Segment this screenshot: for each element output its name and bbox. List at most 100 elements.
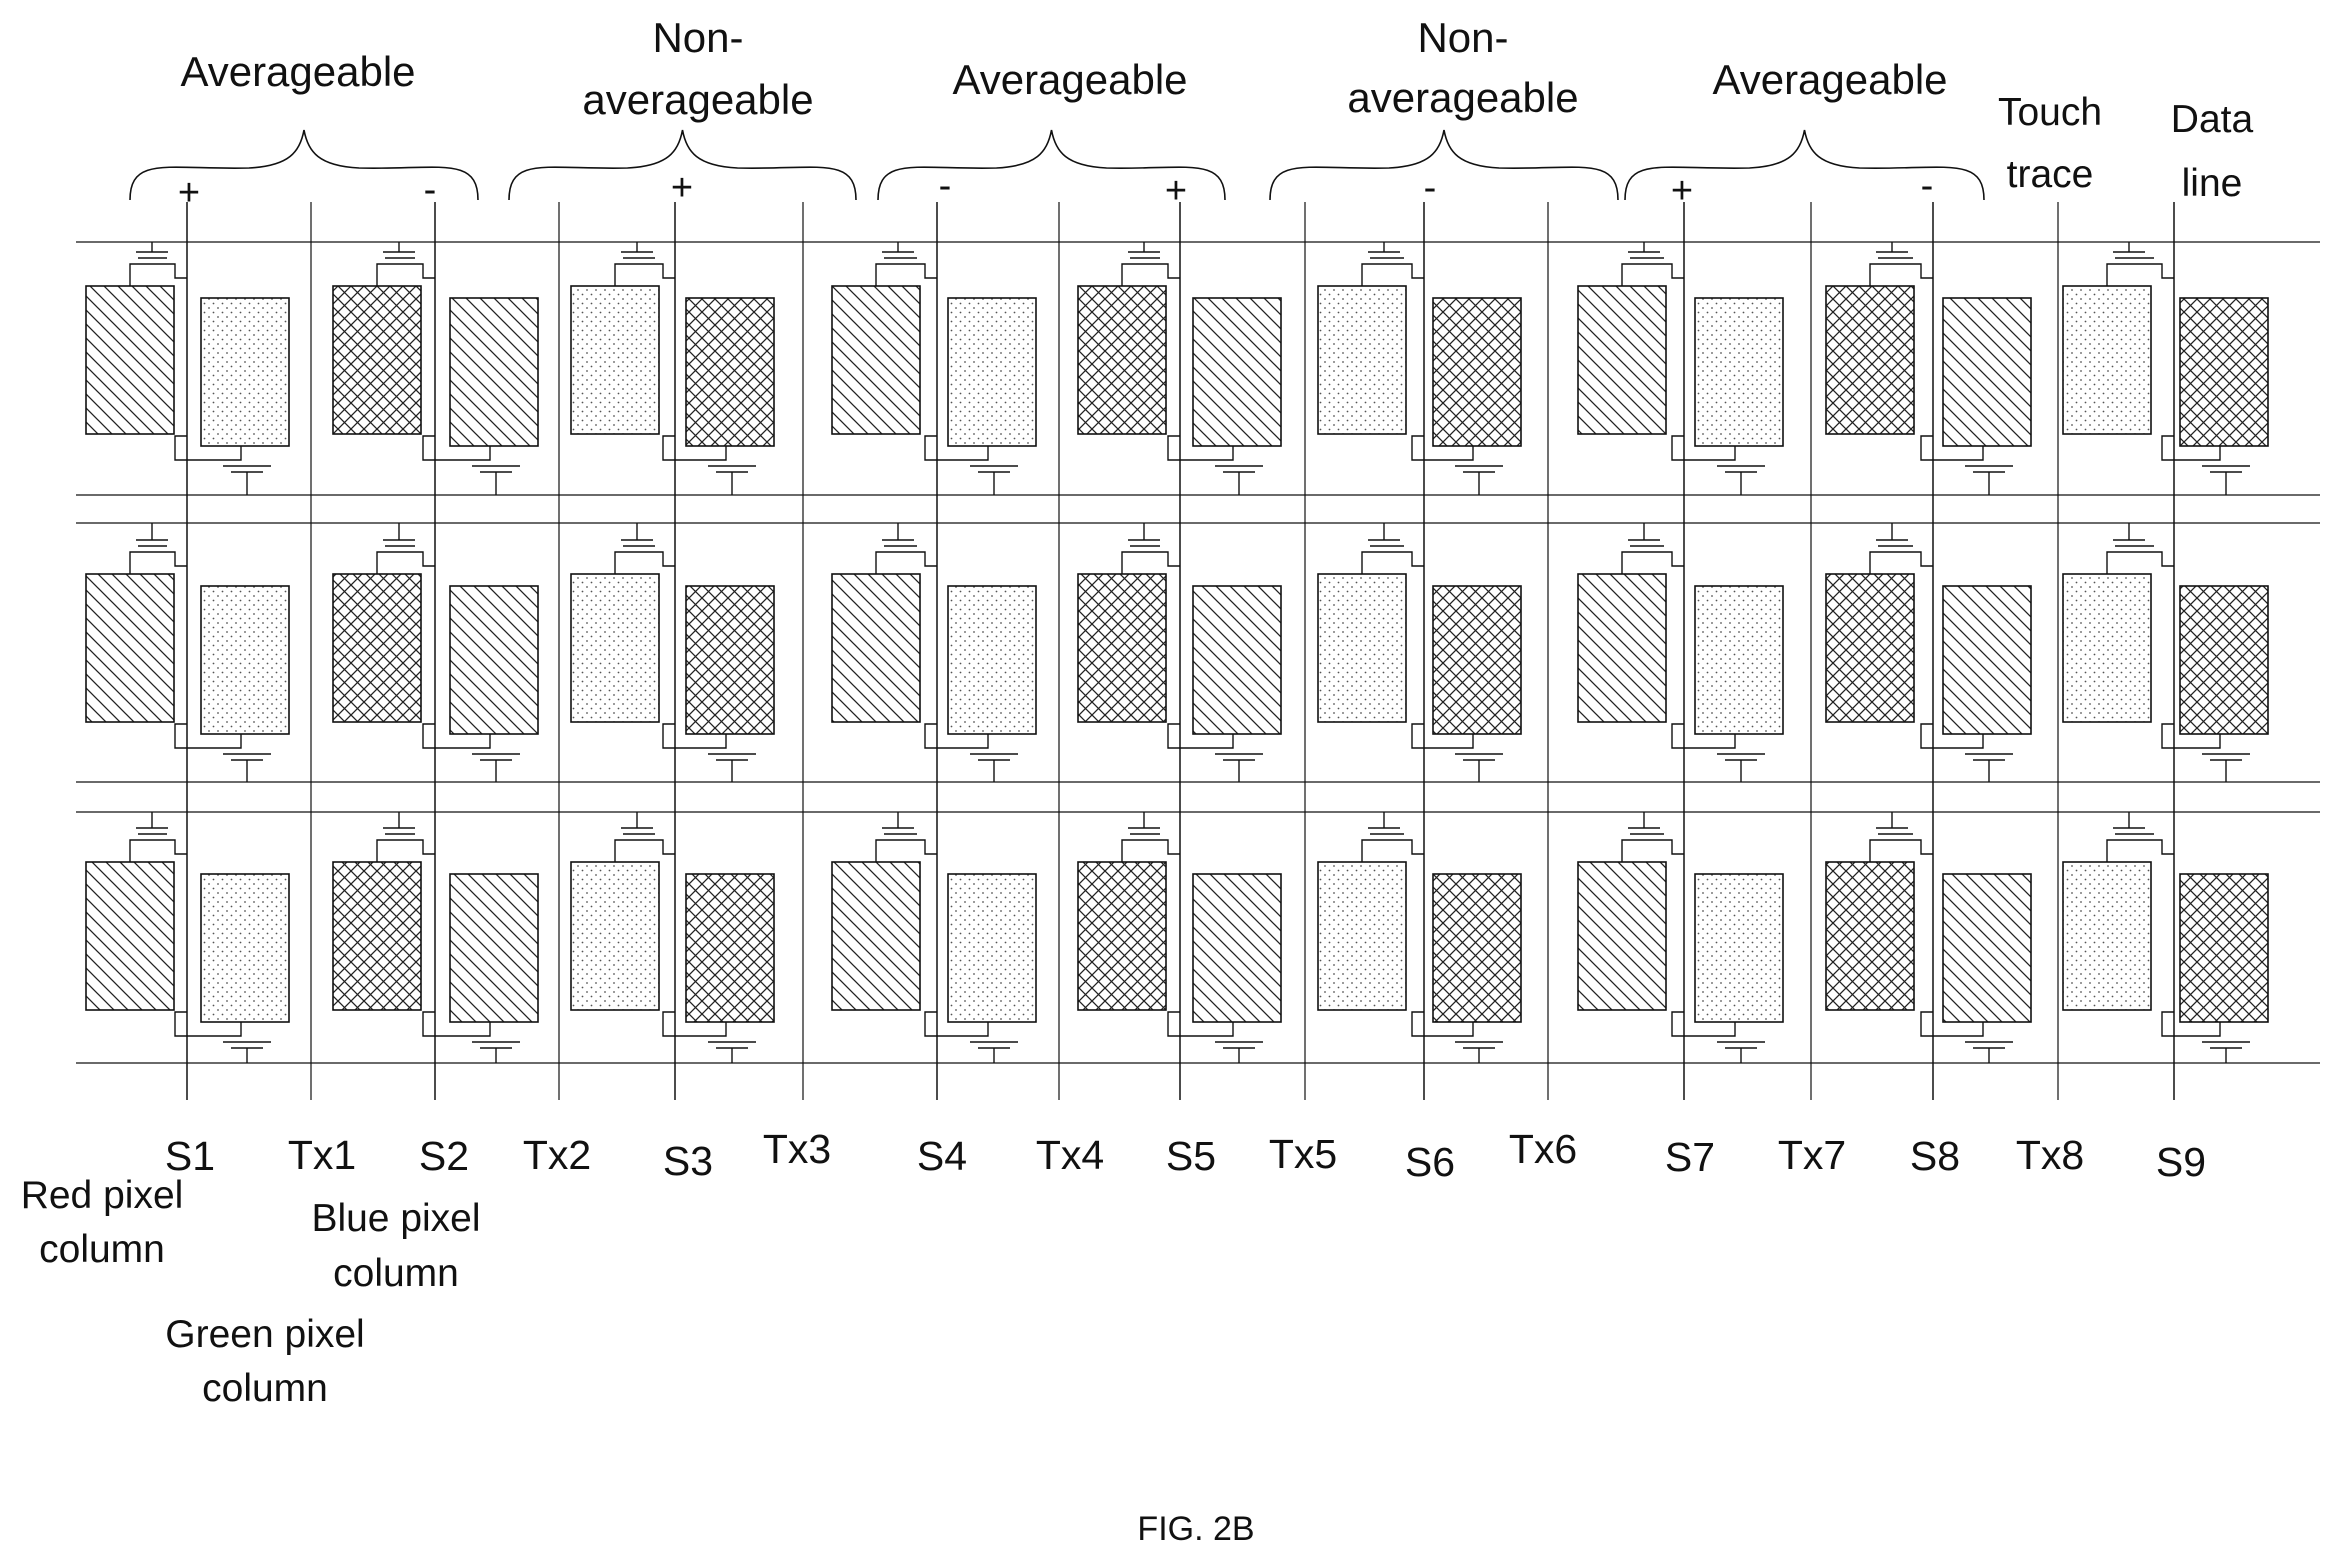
tft-switch [1920, 723, 2013, 782]
green-pixel [200, 297, 290, 447]
column-label: S5 [1166, 1133, 1216, 1179]
red-pixel [1942, 585, 2032, 735]
tft-switch [1671, 435, 1765, 495]
tft-switch [875, 523, 937, 574]
tft-switch [614, 242, 675, 286]
red-pixel-column-label-line2: column [39, 1228, 165, 1271]
column-label: Tx5 [1269, 1131, 1337, 1177]
red-pixel [831, 285, 921, 435]
tft-switch [1167, 723, 1263, 782]
tft-switch [129, 812, 187, 862]
touch-trace-label-line1: Touch [1998, 91, 2102, 134]
group-2-label-line2: averageable [582, 76, 813, 123]
blue-pixel-column-label-line2: column [333, 1252, 459, 1295]
green-pixel-column-label-line2: column [202, 1367, 328, 1410]
red-pixel [831, 861, 921, 1011]
tft-switch [1411, 435, 1503, 495]
column-label: S4 [917, 1133, 967, 1179]
data-line-label-line2: line [2182, 162, 2243, 205]
column-label: Tx8 [2016, 1132, 2084, 1178]
blue-pixel [1825, 285, 1915, 435]
tft-switch [2106, 812, 2174, 862]
green-pixel [2062, 285, 2152, 435]
column-label: S8 [1910, 1133, 1960, 1179]
column-label: S2 [419, 1133, 469, 1179]
green-pixel [947, 873, 1037, 1023]
tft-switch [1920, 1011, 2013, 1063]
blue-pixel [685, 585, 775, 735]
green-pixel [1694, 585, 1784, 735]
column-label: S7 [1665, 1134, 1715, 1180]
column-label: Tx3 [763, 1126, 831, 1172]
tft-switch [174, 1011, 271, 1063]
red-pixel [1192, 873, 1282, 1023]
blue-pixel [1432, 873, 1522, 1023]
column-label: Tx6 [1509, 1126, 1577, 1172]
red-pixel [1577, 573, 1667, 723]
blue-pixel [1432, 297, 1522, 447]
green-pixel [200, 585, 290, 735]
tft-switch [376, 812, 435, 862]
figure-caption: FIG. 2B [1137, 1510, 1254, 1548]
group-brace [508, 129, 857, 201]
blue-pixel [1077, 285, 1167, 435]
green-pixel [2062, 573, 2152, 723]
blue-pixel [332, 861, 422, 1011]
blue-pixel [332, 285, 422, 435]
tft-switch [875, 812, 937, 862]
tft-switch [1920, 435, 2013, 495]
tft-switch [1411, 1011, 1503, 1063]
red-pixel [1192, 297, 1282, 447]
group-1-label: Averageable [180, 48, 415, 95]
pixel-grid [85, 242, 2269, 1063]
red-pixel [831, 573, 921, 723]
tft-switch [174, 435, 271, 495]
tft-switch [1121, 812, 1180, 862]
tft-switch [129, 523, 187, 574]
group-2-label-line1: Non- [652, 14, 743, 61]
green-pixel [2062, 861, 2152, 1011]
green-pixel [570, 573, 660, 723]
tft-switch [422, 723, 520, 782]
blue-pixel [685, 873, 775, 1023]
column-label: Tx2 [523, 1132, 591, 1178]
blue-pixel [1077, 573, 1167, 723]
blue-pixel [1432, 585, 1522, 735]
green-pixel [200, 873, 290, 1023]
green-pixel [1694, 297, 1784, 447]
group-4-polarity: - [1424, 167, 1437, 209]
red-pixel [449, 297, 539, 447]
green-pixel [1694, 873, 1784, 1023]
tft-switch [1361, 812, 1424, 862]
tft-switch [422, 435, 520, 495]
tft-switch [1167, 435, 1263, 495]
tft-switch [614, 523, 675, 574]
group-2-polarity: + [671, 167, 693, 209]
column-lines [186, 202, 2175, 1100]
tft-switch [1121, 242, 1180, 286]
group-5-label: Averageable [1712, 56, 1947, 103]
green-pixel [570, 861, 660, 1011]
group-brace [877, 129, 1226, 201]
data-line-label-line1: Data [2171, 98, 2254, 141]
tft-switch [662, 435, 756, 495]
tft-switch [1361, 242, 1424, 286]
red-pixel [449, 873, 539, 1023]
tft-switch [1671, 1011, 1765, 1063]
red-pixel [1577, 861, 1667, 1011]
blue-pixel-column-label-line1: Blue pixel [311, 1197, 480, 1240]
tft-switch [1361, 523, 1424, 574]
red-pixel [1942, 873, 2032, 1023]
red-pixel [85, 861, 175, 1011]
column-label: S3 [663, 1138, 713, 1184]
red-pixel-column-label-line1: Red pixel [21, 1174, 184, 1217]
group-5-polarity-right: - [1921, 165, 1934, 207]
green-pixel [1317, 285, 1407, 435]
tft-switch [924, 723, 1018, 782]
tft-switch [662, 1011, 756, 1063]
tft-switch [1621, 523, 1684, 574]
group-brace [129, 129, 479, 201]
red-pixel [85, 573, 175, 723]
tft-switch [422, 1011, 520, 1063]
